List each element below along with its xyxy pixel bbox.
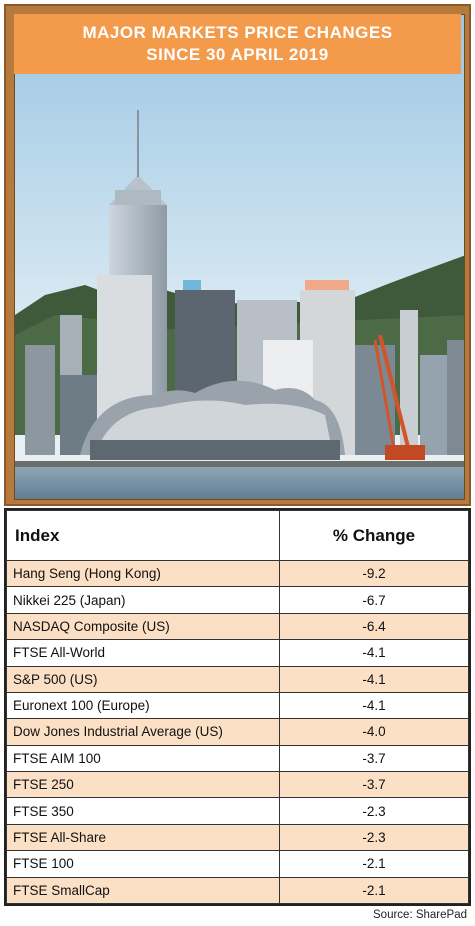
table-row: FTSE SmallCap -2.1 bbox=[6, 876, 469, 904]
table-row: NASDAQ Composite (US) -6.4 bbox=[6, 612, 469, 641]
percent-change: -2.1 bbox=[279, 876, 469, 904]
table-row: FTSE 250 -3.7 bbox=[6, 770, 469, 799]
table-row: S&P 500 (US) -4.1 bbox=[6, 665, 469, 693]
percent-change: -3.7 bbox=[279, 744, 469, 773]
percent-change: -9.2 bbox=[279, 559, 469, 588]
title-line-2: SINCE 30 APRIL 2019 bbox=[146, 45, 329, 64]
column-header-index: Index bbox=[6, 510, 280, 561]
index-name: Dow Jones Industrial Average (US) bbox=[6, 718, 280, 746]
index-name: FTSE 350 bbox=[6, 797, 280, 825]
percent-change: -4.1 bbox=[279, 639, 469, 667]
index-name: FTSE SmallCap bbox=[6, 876, 280, 904]
percent-change: -2.1 bbox=[279, 850, 469, 878]
table-row: FTSE 100 -2.1 bbox=[6, 850, 469, 878]
table-row: Hang Seng (Hong Kong) -9.2 bbox=[6, 559, 469, 588]
table-row: FTSE AIM 100 -3.7 bbox=[6, 744, 469, 773]
index-name: NASDAQ Composite (US) bbox=[6, 612, 280, 641]
table-row: Dow Jones Industrial Average (US) -4.0 bbox=[6, 718, 469, 746]
index-name: Euronext 100 (Europe) bbox=[6, 691, 280, 720]
column-header-change: % Change bbox=[279, 510, 469, 561]
index-name: S&P 500 (US) bbox=[6, 665, 280, 693]
index-name: FTSE All-Share bbox=[6, 823, 280, 852]
table-row: FTSE All-World -4.1 bbox=[6, 639, 469, 667]
percent-change: -3.7 bbox=[279, 770, 469, 799]
index-name: FTSE All-World bbox=[6, 639, 280, 667]
percent-change: -4.1 bbox=[279, 691, 469, 720]
percent-change: -6.7 bbox=[279, 586, 469, 614]
title-banner: MAJOR MARKETS PRICE CHANGES SINCE 30 APR… bbox=[14, 14, 461, 74]
index-name: FTSE AIM 100 bbox=[6, 744, 280, 773]
table-row: Euronext 100 (Europe) -4.1 bbox=[6, 691, 469, 720]
source-note: Source: SharePad bbox=[373, 909, 467, 921]
percent-change: -2.3 bbox=[279, 797, 469, 825]
price-change-table: Index % Change Hang Seng (Hong Kong) -9.… bbox=[4, 508, 471, 906]
hong-kong-skyline-photo bbox=[14, 14, 465, 500]
index-name: FTSE 250 bbox=[6, 770, 280, 799]
index-name: Nikkei 225 (Japan) bbox=[6, 586, 280, 614]
index-name: Hang Seng (Hong Kong) bbox=[6, 559, 280, 588]
title-line-1: MAJOR MARKETS PRICE CHANGES bbox=[82, 23, 393, 42]
percent-change: -6.4 bbox=[279, 612, 469, 641]
table-row: FTSE 350 -2.3 bbox=[6, 797, 469, 825]
table-header-row: Index % Change bbox=[6, 510, 469, 561]
table-row: FTSE All-Share -2.3 bbox=[6, 823, 469, 852]
photo-frame bbox=[4, 4, 471, 506]
index-name: FTSE 100 bbox=[6, 850, 280, 878]
percent-change: -2.3 bbox=[279, 823, 469, 852]
percent-change: -4.0 bbox=[279, 718, 469, 746]
percent-change: -4.1 bbox=[279, 665, 469, 693]
table-row: Nikkei 225 (Japan) -6.7 bbox=[6, 586, 469, 614]
